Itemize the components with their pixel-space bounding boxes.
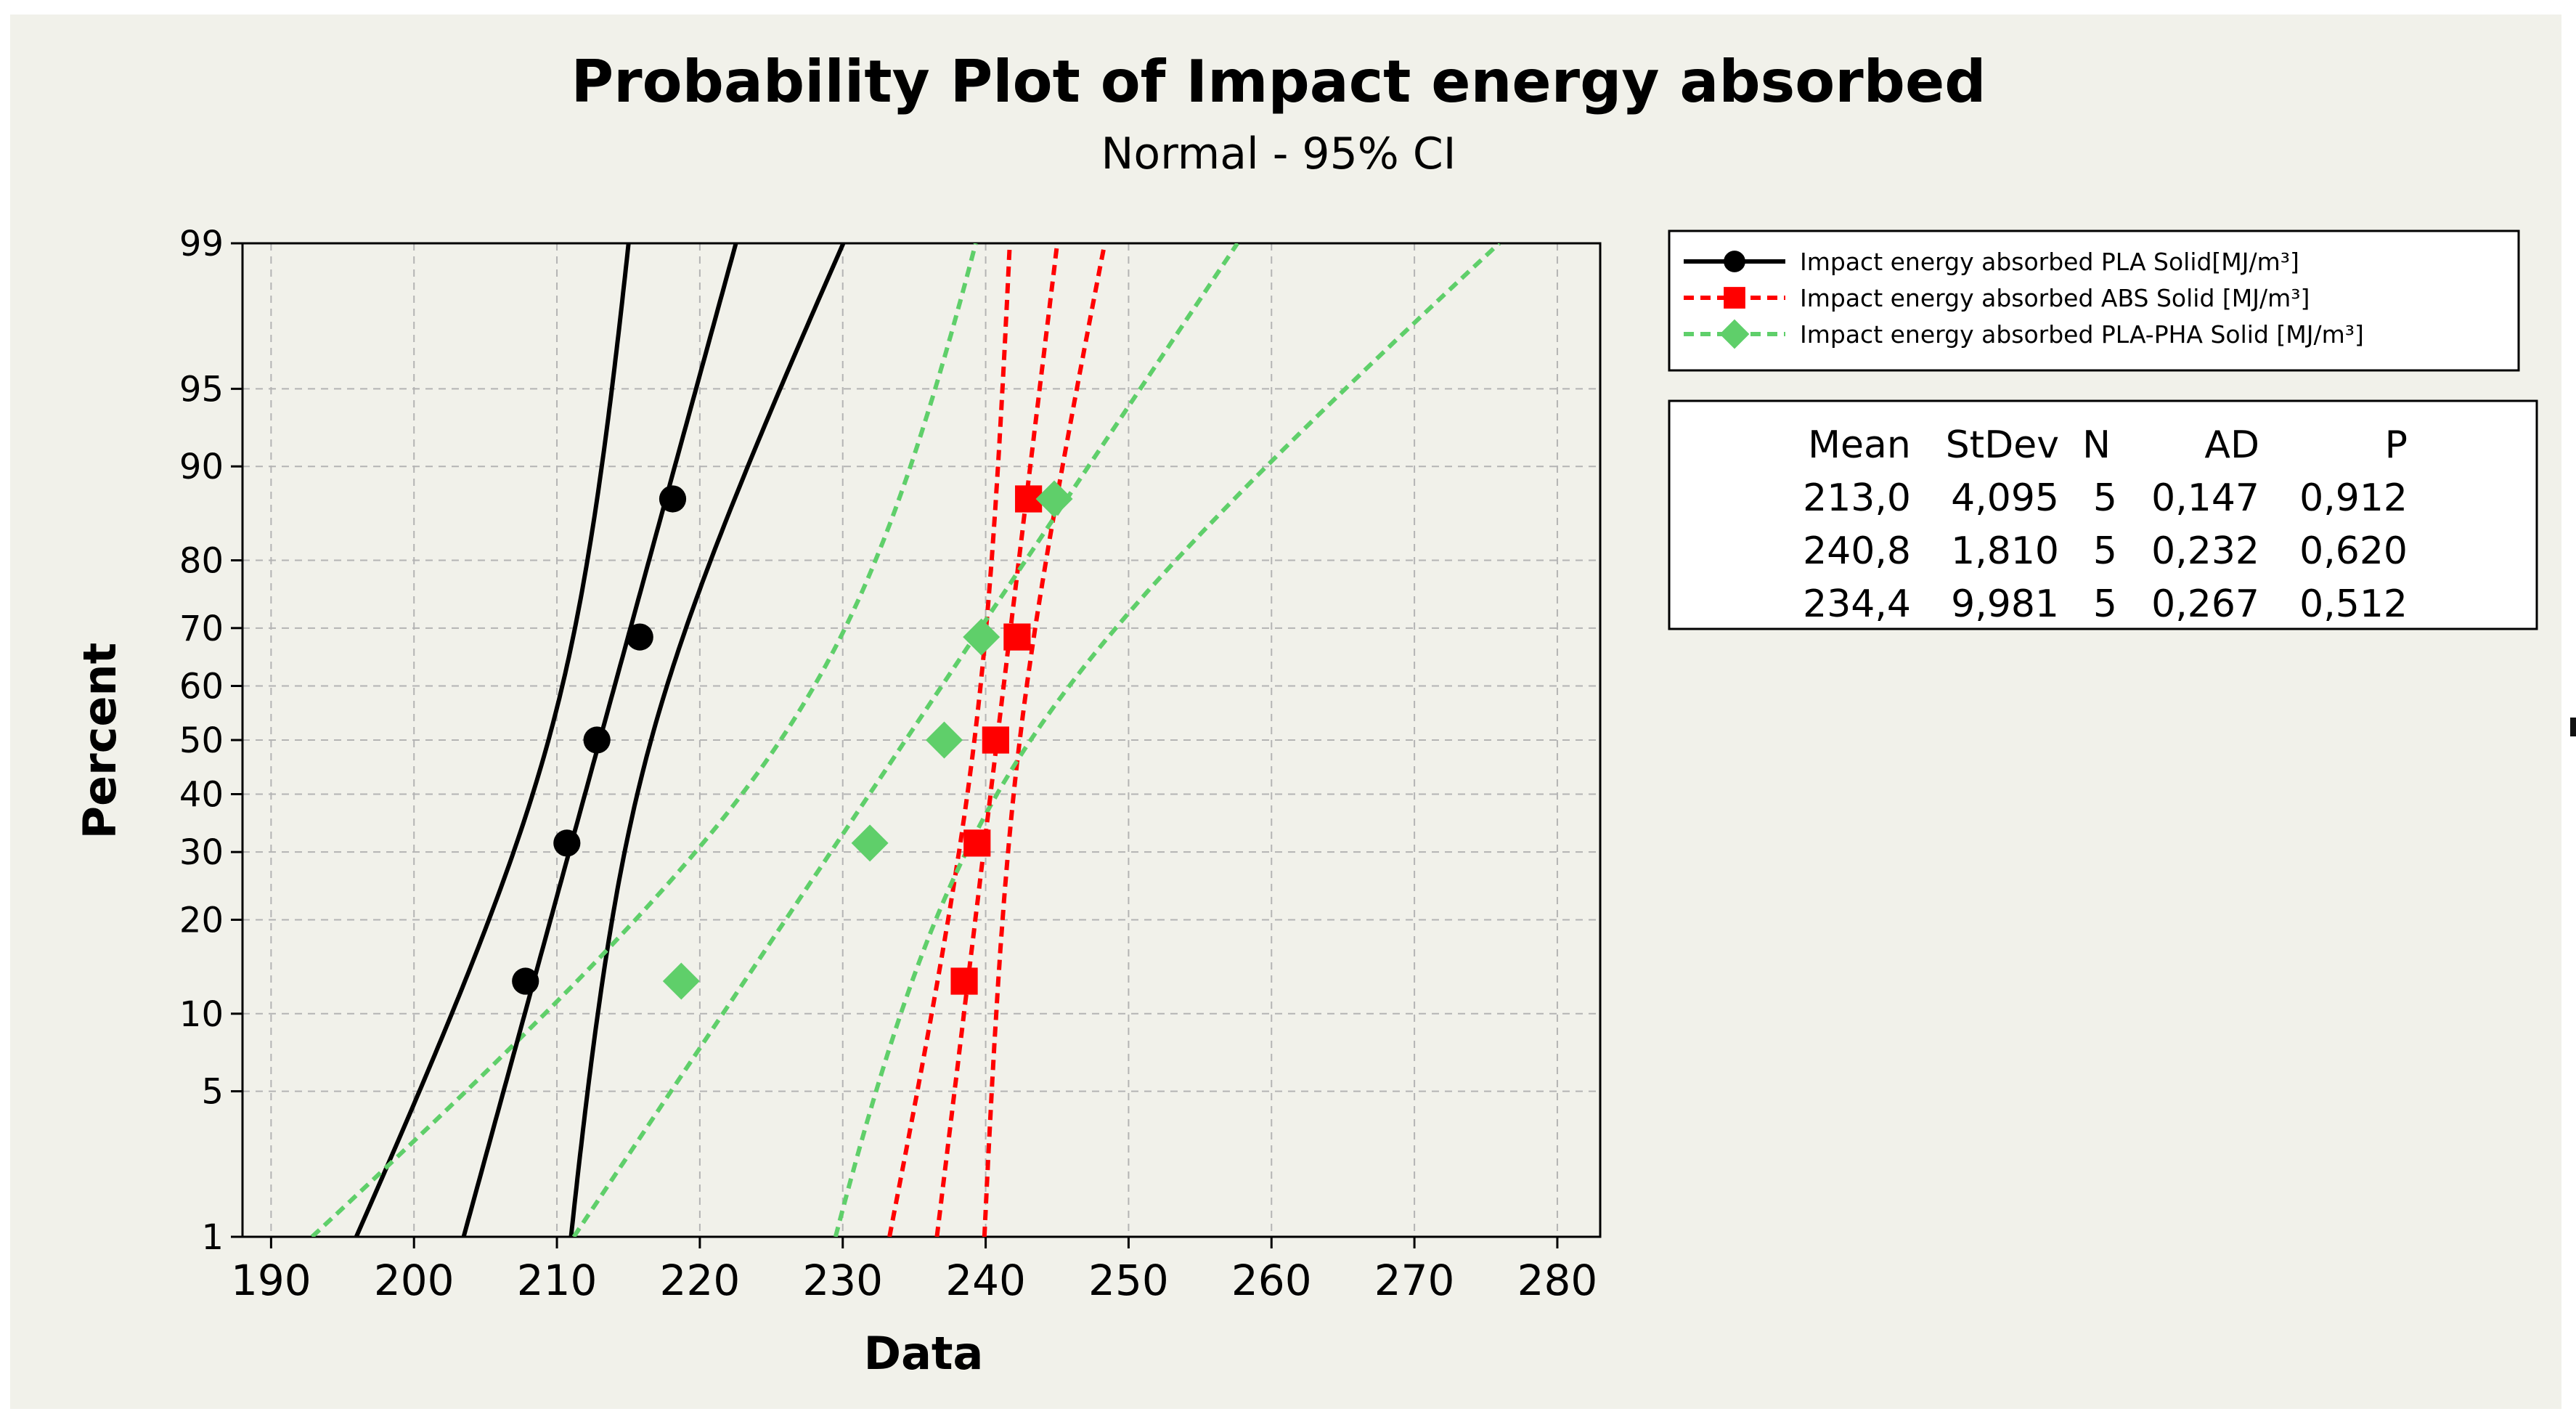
stats-cell: 0,512 bbox=[2299, 582, 2408, 626]
y-tick-label: 20 bbox=[179, 900, 224, 940]
y-tick-label: 70 bbox=[179, 609, 224, 649]
stats-cell: 5 bbox=[2093, 529, 2117, 573]
data-point bbox=[851, 824, 889, 862]
x-tick-label: 220 bbox=[660, 1256, 741, 1305]
y-tick-label: 40 bbox=[179, 774, 224, 815]
data-point bbox=[626, 623, 653, 651]
data-point bbox=[982, 726, 1009, 754]
y-tick-label: 60 bbox=[179, 667, 224, 707]
stats-cell: 5 bbox=[2093, 582, 2117, 626]
stats-cell: 0,620 bbox=[2299, 529, 2408, 573]
stats-cell: 0,267 bbox=[2151, 582, 2259, 626]
chart-title: Probability Plot of Impact energy absorb… bbox=[571, 48, 1986, 115]
stats-header: AD bbox=[2204, 423, 2259, 467]
y-tick-label: 30 bbox=[179, 832, 224, 873]
y-axis-label: Percent bbox=[73, 643, 126, 840]
stats-cell: 0,232 bbox=[2151, 529, 2259, 573]
stats-header: N bbox=[2082, 423, 2111, 467]
stats-cell: 234,4 bbox=[1803, 582, 1911, 626]
stats-cell: 9,981 bbox=[1951, 582, 2059, 626]
ci-lower-band bbox=[887, 243, 1012, 1237]
stats-box bbox=[1668, 399, 2538, 630]
stats-table: Mean StDev N AD P 213,0 4,095 5 0,147 0,912 240,8 1… bbox=[1668, 399, 2538, 630]
legend-label: Impact energy absorbed PLA-PHA Solid [MJ… bbox=[1800, 320, 2364, 349]
chart-frame: 190 200 210 220 230 240 250 260 270 280 1 5 10 20 30 40… bbox=[10, 15, 2576, 1409]
stats-cell: 1,810 bbox=[1951, 529, 2059, 573]
stats-header: P bbox=[2385, 423, 2408, 467]
stats-cell: 0,147 bbox=[2151, 476, 2259, 520]
x-tick-label: 230 bbox=[802, 1256, 883, 1305]
probability-plot: 190 200 210 220 230 240 250 260 270 280 1 5 10 20 30 40… bbox=[73, 48, 2538, 1380]
data-point bbox=[963, 618, 1000, 656]
data-point bbox=[659, 485, 687, 513]
stats-cell: 5 bbox=[2093, 476, 2117, 520]
ci-upper-band bbox=[568, 243, 846, 1237]
y-tick-label: 99 bbox=[179, 224, 224, 264]
data-point bbox=[583, 726, 611, 754]
x-tick-label: 270 bbox=[1374, 1256, 1455, 1305]
x-tick-label: 280 bbox=[1517, 1256, 1598, 1305]
legend: Impact energy absorbed PLA Solid[MJ/m³] I… bbox=[1668, 229, 2520, 372]
stats-cell: 213,0 bbox=[1803, 476, 1911, 520]
stats-cell: 240,8 bbox=[1803, 529, 1911, 573]
legend-label: Impact energy absorbed ABS Solid [MJ/m³] bbox=[1800, 284, 2310, 312]
y-tick-label: 1 bbox=[201, 1217, 224, 1258]
chart-subtitle: Normal - 95% CI bbox=[1101, 129, 1456, 179]
ci-lower-band bbox=[354, 243, 631, 1237]
x-axis-label: Data bbox=[864, 1327, 984, 1380]
x-tick-label: 250 bbox=[1088, 1256, 1169, 1305]
y-tick-label: 10 bbox=[179, 994, 224, 1035]
x-tick-label: 210 bbox=[517, 1256, 598, 1305]
x-tick-label: 200 bbox=[374, 1256, 455, 1305]
y-tick-label: 5 bbox=[201, 1072, 224, 1113]
ci-lower-band bbox=[310, 243, 978, 1237]
legend-label: Impact energy absorbed PLA Solid[MJ/m³] bbox=[1800, 248, 2299, 276]
stats-header: StDev bbox=[1946, 423, 2059, 467]
stats-cell: 0,912 bbox=[2299, 476, 2408, 520]
data-point bbox=[512, 967, 539, 995]
y-tick-label: 90 bbox=[179, 447, 224, 487]
legend-marker bbox=[1724, 287, 1745, 309]
legend-marker bbox=[1719, 319, 1750, 349]
stats-cell: 4,095 bbox=[1951, 476, 2059, 520]
edge-mark bbox=[2570, 718, 2576, 736]
data-point bbox=[963, 829, 991, 857]
data-point bbox=[1003, 623, 1031, 651]
legend-box bbox=[1668, 229, 2520, 372]
data-point bbox=[925, 721, 963, 759]
y-tick-label: 50 bbox=[179, 720, 224, 761]
x-tick-label: 190 bbox=[231, 1256, 311, 1305]
data-point bbox=[662, 962, 700, 1000]
data-point bbox=[1035, 480, 1073, 518]
y-tick-label: 95 bbox=[179, 369, 224, 410]
x-tick-label: 260 bbox=[1231, 1256, 1312, 1305]
x-tick-label: 240 bbox=[945, 1256, 1026, 1305]
legend-marker bbox=[1724, 251, 1745, 272]
data-point bbox=[950, 967, 978, 995]
ci-upper-band bbox=[833, 243, 1501, 1237]
stats-header: Mean bbox=[1808, 423, 1911, 467]
y-tick-label: 80 bbox=[179, 541, 224, 582]
data-point bbox=[553, 829, 581, 857]
